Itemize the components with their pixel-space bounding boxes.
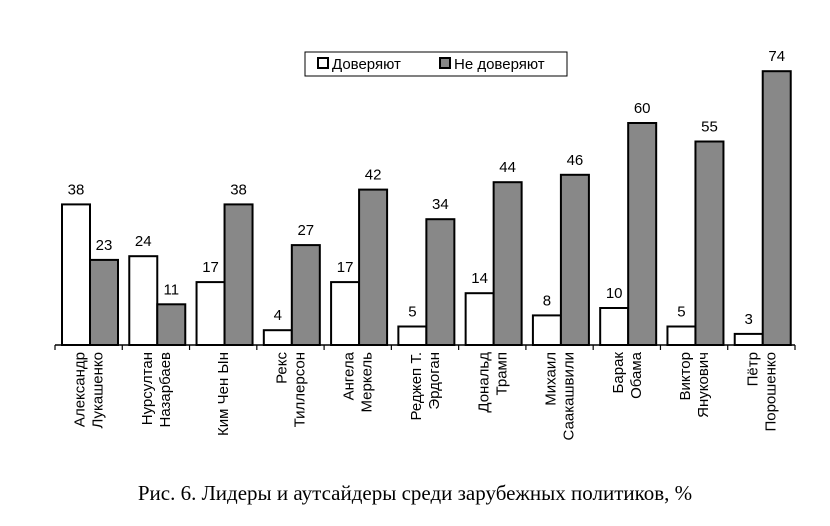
data-label-distrust-4: 42 [365, 167, 382, 184]
bar-distrust-0 [89, 258, 119, 346]
data-label-trust-5: 5 [408, 304, 416, 321]
bar-trust-1 [128, 255, 159, 347]
bar-trust-7 [531, 314, 562, 346]
data-label-trust-1: 24 [135, 233, 152, 250]
category-label-2: Ким Чен Ын [215, 352, 232, 436]
category-label-4: АнгелаМеркель [341, 351, 376, 412]
data-label-trust-6: 14 [471, 270, 488, 287]
data-label-distrust-7: 46 [567, 152, 584, 169]
legend: Доверяют Не доверяют [304, 51, 568, 77]
legend-label-trust: Доверяют [332, 56, 401, 73]
bar-trust-8 [599, 307, 630, 346]
data-label-trust-9: 5 [677, 304, 685, 321]
bar-trust-0 [61, 203, 91, 346]
bar-trust-10 [733, 332, 764, 346]
data-label-distrust-6: 44 [499, 159, 516, 176]
data-label-trust-0: 38 [68, 181, 85, 198]
category-label-9: ВикторЯнукович [677, 352, 712, 418]
legend-label-distrust: Не доверяют [454, 56, 545, 73]
bar-distrust-1 [156, 303, 187, 346]
bar-distrust-9 [694, 140, 725, 346]
category-label-8: БаракОбама [610, 351, 645, 399]
bar-distrust-7 [559, 173, 590, 346]
category-label-0: АлександрЛукашенко [72, 352, 107, 428]
data-label-distrust-2: 38 [230, 181, 247, 198]
data-label-distrust-1: 11 [163, 281, 179, 298]
legend-swatch-distrust [439, 57, 451, 69]
bar-distrust-2 [223, 203, 254, 346]
category-label-7: МихаилСаакашвили [543, 352, 578, 440]
bar-distrust-6 [492, 181, 523, 346]
bar-trust-3 [262, 329, 293, 347]
bar-trust-2 [195, 281, 226, 347]
bar-distrust-10 [761, 70, 792, 346]
bar-distrust-5 [425, 218, 456, 346]
data-label-trust-2: 17 [202, 259, 219, 276]
data-label-distrust-8: 60 [634, 100, 651, 117]
data-label-trust-10: 3 [745, 311, 753, 328]
data-label-distrust-5: 34 [432, 196, 449, 213]
category-label-10: ПётрПорошенко [744, 352, 779, 432]
data-label-distrust-3: 27 [297, 222, 314, 239]
data-label-distrust-0: 23 [96, 237, 113, 254]
bar-distrust-3 [290, 244, 321, 347]
x-axis: АлександрЛукашенко НурсултанНазарбаев Ким … [54, 344, 796, 440]
bar-trust-5 [397, 325, 428, 346]
legend-box [304, 51, 568, 77]
bar-distrust-8 [627, 122, 658, 346]
bar-distrust-4 [358, 188, 389, 346]
data-label-trust-8: 10 [606, 285, 623, 302]
legend-swatch-trust [317, 57, 329, 69]
data-label-trust-4: 17 [337, 259, 354, 276]
category-label-3: РексТиллерсон [273, 352, 308, 428]
data-label-trust-3: 4 [274, 307, 282, 324]
data-label-trust-7: 8 [543, 292, 551, 309]
category-label-1: НурсултанНазарбаев [139, 352, 174, 428]
bar-trust-9 [666, 325, 697, 346]
figure-caption: Рис. 6. Лидеры и аутсайдеры среди зарубе… [137, 481, 693, 505]
data-label-distrust-10: 74 [768, 48, 785, 65]
category-label-5: Реджеп Т.Эрдоган [408, 352, 443, 420]
data-label-distrust-9: 55 [701, 119, 718, 136]
bar-trust-6 [464, 292, 495, 347]
category-label-6: ДональдТрамп [475, 352, 510, 413]
bar-trust-4 [330, 281, 361, 347]
